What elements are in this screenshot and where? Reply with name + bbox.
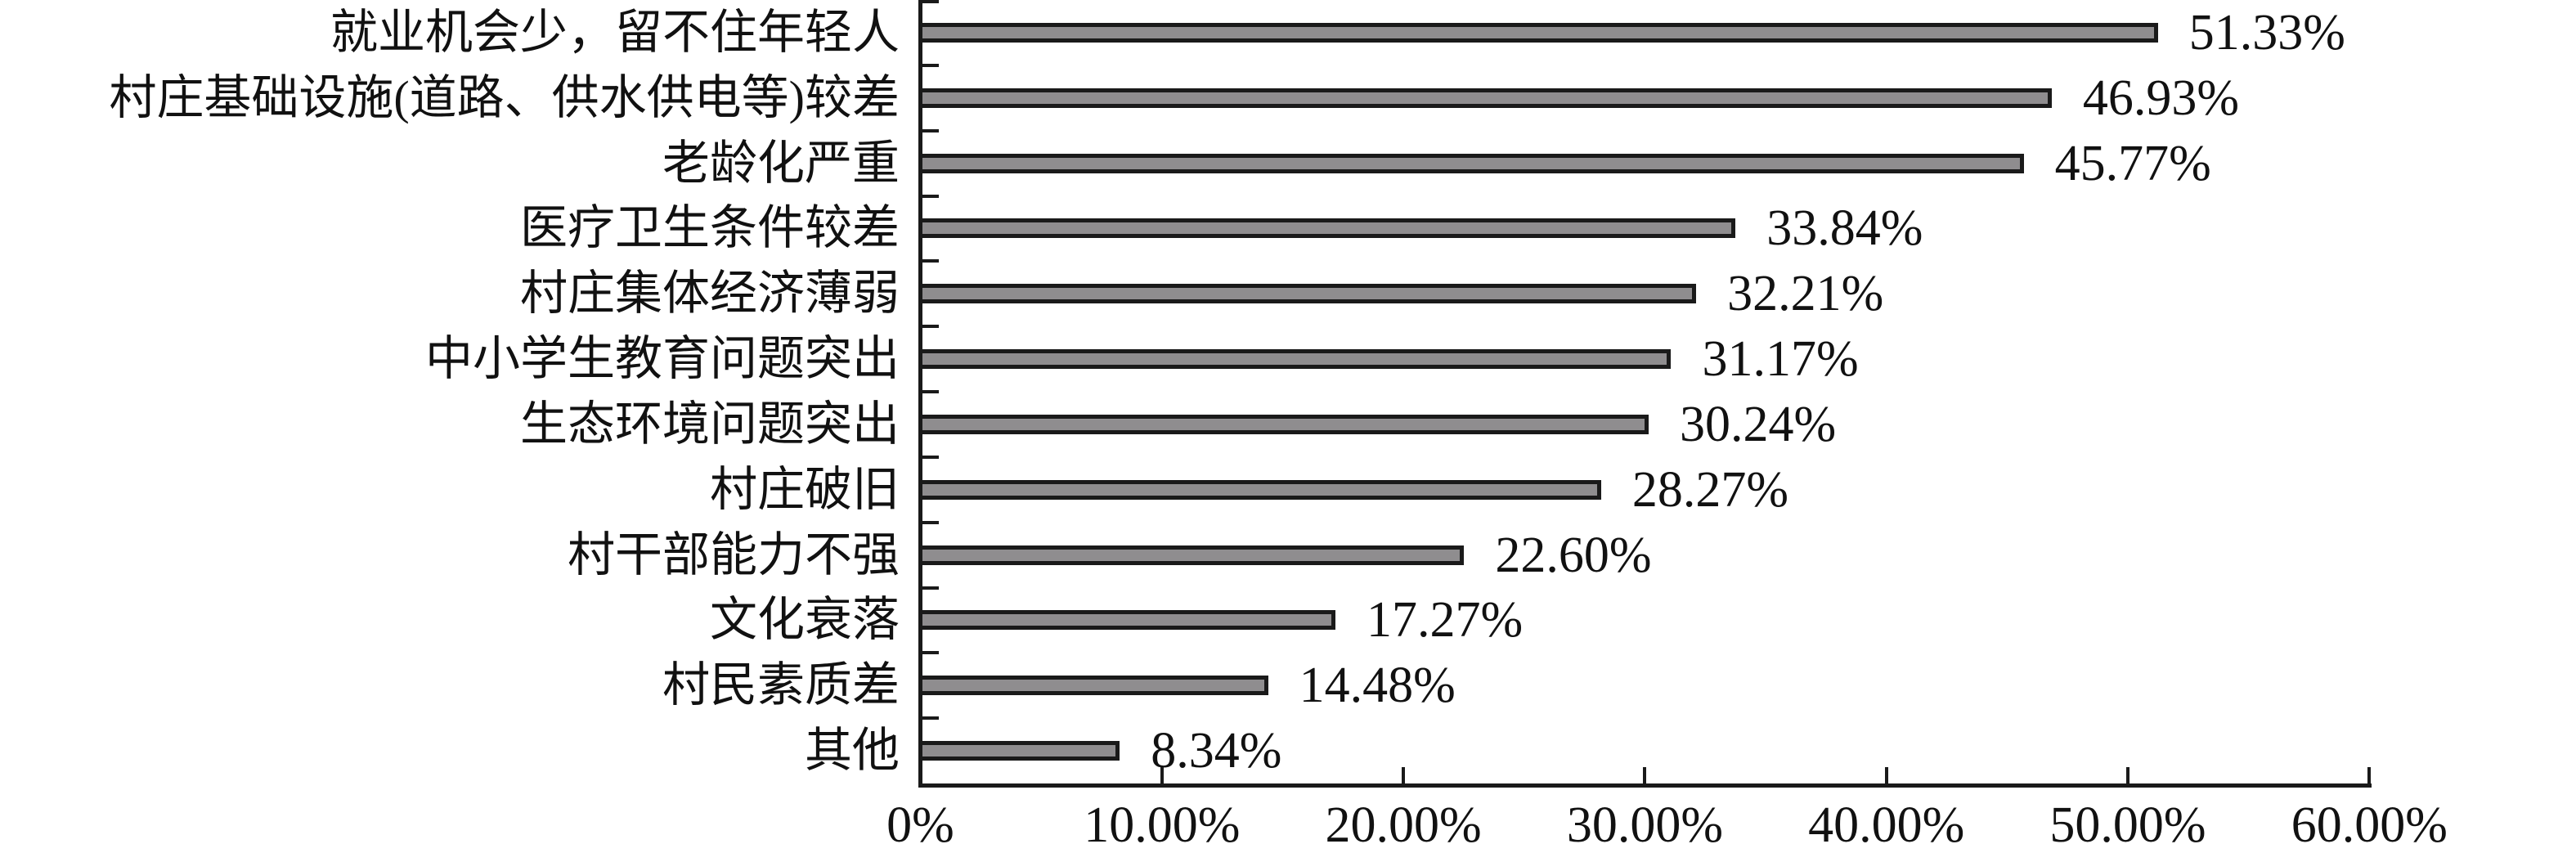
chart-row: 就业机会少，留不住年轻人 51.33% <box>0 0 2576 65</box>
y-axis-tick <box>922 455 939 459</box>
x-axis-line <box>918 783 2372 788</box>
y-axis-tick <box>922 128 939 132</box>
chart-row: 中小学生教育问题突出 31.17% <box>0 326 2576 392</box>
x-axis-tick <box>2126 767 2129 783</box>
y-axis-tick <box>922 325 939 329</box>
chart-row: 村民素质差 14.48% <box>0 653 2576 718</box>
category-label: 就业机会少，留不住年轻人 <box>330 5 900 59</box>
bar <box>918 414 1649 434</box>
category-label: 其他 <box>804 724 900 778</box>
bar <box>918 610 1335 631</box>
x-axis-tick-label: 40.00% <box>1808 797 1965 853</box>
x-axis-tick <box>1402 767 1406 783</box>
bar <box>918 218 1736 239</box>
x-axis-tick-label: 50.00% <box>2049 797 2206 853</box>
chart-row: 村干部能力不强 22.60% <box>0 523 2576 588</box>
chart-row: 文化衰落 17.27% <box>0 588 2576 653</box>
y-axis-tick <box>922 651 939 655</box>
x-axis-tick <box>2367 767 2372 783</box>
value-label: 17.27% <box>1366 592 1524 649</box>
y-axis-tick <box>922 520 939 524</box>
category-label: 村庄集体经济薄弱 <box>519 267 900 321</box>
chart-row: 老龄化严重 45.77% <box>0 131 2576 196</box>
category-label: 村庄破旧 <box>709 462 900 516</box>
category-label: 老龄化严重 <box>662 136 900 190</box>
category-label: 村民素质差 <box>662 658 900 712</box>
chart-row: 村庄破旧 28.27% <box>0 457 2576 523</box>
category-label: 文化衰落 <box>709 593 900 647</box>
value-label: 32.21% <box>1727 266 1884 322</box>
value-label: 8.34% <box>1151 723 1282 779</box>
value-label: 14.48% <box>1299 658 1456 714</box>
y-axis-tick <box>922 586 939 590</box>
y-axis-tick <box>922 259 939 263</box>
bar <box>918 479 1601 500</box>
value-label: 22.60% <box>1495 527 1652 583</box>
value-label: 46.93% <box>2082 70 2239 126</box>
y-axis-tick <box>922 390 939 393</box>
value-label: 28.27% <box>1631 461 1788 518</box>
category-label: 生态环境问题突出 <box>519 397 900 451</box>
bar <box>918 349 1672 370</box>
chart-row: 村庄集体经济薄弱 32.21% <box>0 261 2576 326</box>
value-label: 31.17% <box>1702 331 1859 388</box>
x-axis-tick-label: 0% <box>886 797 954 853</box>
value-label: 30.24% <box>1679 396 1837 452</box>
category-label: 村干部能力不强 <box>567 528 900 581</box>
value-label: 51.33% <box>2188 4 2345 61</box>
x-axis-tick <box>1160 767 1164 783</box>
value-label: 33.84% <box>1766 200 1923 257</box>
bar <box>918 153 2024 173</box>
chart-row: 其他 8.34% <box>0 718 2576 783</box>
category-label: 中小学生教育问题突出 <box>424 332 900 386</box>
category-label: 医疗卫生条件较差 <box>519 201 900 255</box>
y-axis-line <box>918 0 922 788</box>
category-label: 村庄基础设施(道路、供水供电等)较差 <box>109 70 900 124</box>
y-axis-tick <box>922 194 939 198</box>
value-label: 45.77% <box>2054 135 2211 191</box>
bar <box>918 545 1465 565</box>
bar <box>918 22 2158 43</box>
x-axis-tick-label: 60.00% <box>2291 797 2448 853</box>
chart-row: 医疗卫生条件较差 33.84% <box>0 196 2576 262</box>
bar <box>918 88 2052 108</box>
y-axis-tick <box>922 63 939 67</box>
x-axis-tick-label: 30.00% <box>1566 797 1723 853</box>
chart-row: 生态环境问题突出 30.24% <box>0 392 2576 457</box>
y-axis-tick <box>922 716 939 721</box>
x-axis-tick-label: 20.00% <box>1325 797 1482 853</box>
x-axis-tick <box>1884 767 1888 783</box>
x-axis-tick-label: 10.00% <box>1084 797 1241 853</box>
bar <box>918 741 1120 761</box>
chart-row: 村庄基础设施(道路、供水供电等)较差 46.93% <box>0 65 2576 131</box>
bar <box>918 284 1697 304</box>
bar <box>918 676 1268 696</box>
x-axis-tick <box>1643 767 1647 783</box>
y-axis-tick <box>922 0 939 3</box>
